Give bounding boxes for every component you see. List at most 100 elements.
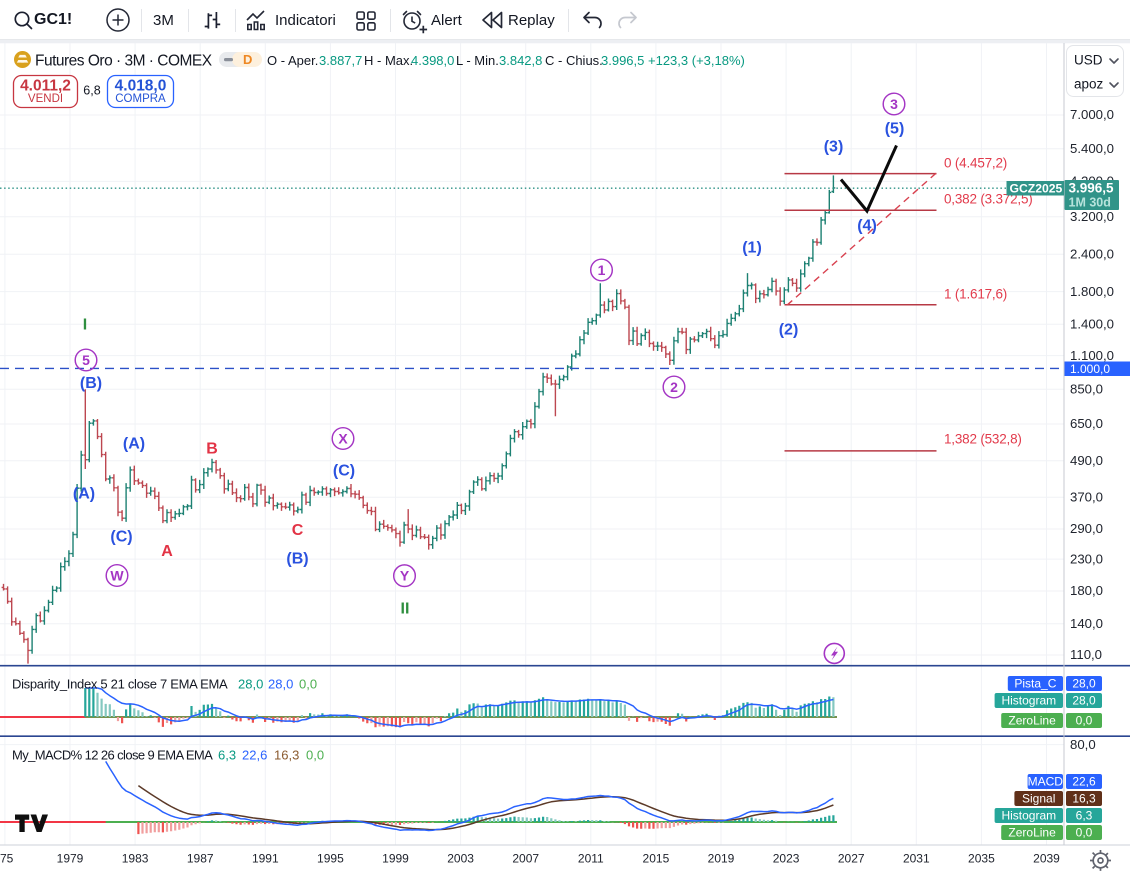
svg-text:Histogram: Histogram — [1001, 809, 1056, 823]
svg-text:5.400,0: 5.400,0 — [1070, 141, 1114, 156]
svg-text:B: B — [206, 441, 218, 458]
svg-text:0 (4.457,2): 0 (4.457,2) — [944, 156, 1007, 171]
svg-text:650,0: 650,0 — [1070, 416, 1103, 431]
svg-text:GCZ2025: GCZ2025 — [1010, 182, 1063, 196]
svg-text:3.996,5: 3.996,5 — [1069, 181, 1115, 196]
svg-text:230,0: 230,0 — [1070, 551, 1103, 566]
svg-text:apoz: apoz — [1074, 77, 1104, 92]
svg-text:1.100,0: 1.100,0 — [1070, 348, 1114, 363]
svg-text:H - Max.: H - Max. — [364, 53, 413, 68]
svg-text:16,3: 16,3 — [274, 748, 299, 763]
svg-text:2015: 2015 — [643, 852, 670, 866]
svg-text:(A): (A) — [123, 436, 145, 453]
svg-text:3.200,0: 3.200,0 — [1070, 209, 1114, 224]
svg-text:2039: 2039 — [1033, 852, 1060, 866]
svg-text:W: W — [110, 568, 124, 584]
svg-text:(B): (B) — [286, 551, 308, 568]
svg-text:3: 3 — [890, 96, 898, 112]
svg-text:1M 30d: 1M 30d — [1069, 196, 1111, 210]
svg-text:2023: 2023 — [773, 852, 800, 866]
svg-text:(1): (1) — [742, 240, 762, 257]
svg-text:28,0: 28,0 — [1072, 694, 1096, 708]
svg-text:2007: 2007 — [512, 852, 539, 866]
svg-text:USD: USD — [1074, 53, 1103, 68]
svg-text:3.842,8: 3.842,8 — [499, 53, 542, 68]
svg-text:110,0: 110,0 — [1070, 647, 1102, 662]
svg-text:X: X — [338, 431, 348, 447]
svg-text:28,0: 28,0 — [238, 677, 263, 692]
svg-text:My_MACD% 12 26 close 9 EMA EMA: My_MACD% 12 26 close 9 EMA EMA — [12, 748, 213, 763]
svg-text:6,8: 6,8 — [83, 84, 100, 98]
svg-text:3.887,7: 3.887,7 — [319, 53, 362, 68]
svg-text:0,0: 0,0 — [306, 748, 324, 763]
svg-text:1995: 1995 — [317, 852, 344, 866]
svg-text:(B): (B) — [80, 375, 102, 392]
svg-text:(C): (C) — [333, 463, 355, 480]
svg-text:I: I — [83, 317, 87, 334]
svg-text:28,0: 28,0 — [1072, 677, 1096, 691]
svg-text:3.996,5: 3.996,5 — [601, 53, 644, 68]
svg-text:(2): (2) — [779, 322, 799, 339]
svg-text:ZeroLine: ZeroLine — [1008, 714, 1056, 728]
svg-text:1999: 1999 — [382, 852, 409, 866]
svg-text:1,382 (532,8): 1,382 (532,8) — [944, 432, 1022, 447]
svg-text:290,0: 290,0 — [1070, 521, 1103, 536]
svg-text:140,0: 140,0 — [1070, 616, 1103, 631]
svg-text:Disparity_Index 5 21 close 7 E: Disparity_Index 5 21 close 7 EMA EMA — [12, 677, 228, 692]
svg-text:0,0: 0,0 — [1076, 826, 1093, 840]
svg-text:(5): (5) — [885, 121, 905, 138]
svg-text:1: 1 — [598, 262, 606, 278]
svg-text:6,3: 6,3 — [1076, 809, 1093, 823]
svg-text:2: 2 — [670, 379, 678, 395]
svg-text:MACD: MACD — [1028, 775, 1064, 789]
svg-text:16,3: 16,3 — [1072, 792, 1096, 806]
svg-text:2011: 2011 — [578, 852, 604, 866]
svg-text:22,6: 22,6 — [1072, 775, 1096, 789]
svg-text:Y: Y — [400, 568, 410, 584]
svg-text:+123,3 (+3,18%): +123,3 (+3,18%) — [648, 53, 745, 68]
svg-text:75: 75 — [0, 852, 14, 866]
svg-text:1.400,0: 1.400,0 — [1070, 317, 1114, 332]
svg-text:4.398,0: 4.398,0 — [411, 53, 454, 68]
svg-text:Futures Oro · 3M · COMEX: Futures Oro · 3M · COMEX — [35, 53, 213, 70]
svg-text:ZeroLine: ZeroLine — [1008, 826, 1056, 840]
svg-text:Pista_C: Pista_C — [1014, 677, 1056, 691]
svg-text:490,0: 490,0 — [1070, 453, 1103, 468]
svg-text:4.011,2: 4.011,2 — [20, 78, 71, 95]
svg-text:(C): (C) — [110, 529, 132, 546]
svg-text:2.400,0: 2.400,0 — [1070, 246, 1114, 261]
svg-text:L - Min.: L - Min. — [456, 53, 499, 68]
svg-text:(4): (4) — [857, 218, 877, 235]
svg-text:7.000,0: 7.000,0 — [1070, 107, 1114, 122]
svg-text:1.800,0: 1.800,0 — [1070, 284, 1114, 299]
svg-text:COMPRA: COMPRA — [115, 93, 166, 105]
svg-text:2003: 2003 — [447, 852, 474, 866]
svg-text:5: 5 — [82, 352, 90, 368]
svg-text:2027: 2027 — [838, 852, 865, 866]
svg-text:6,3: 6,3 — [218, 748, 236, 763]
svg-text:D: D — [243, 52, 252, 67]
svg-text:Histogram: Histogram — [1001, 694, 1056, 708]
svg-text:A: A — [161, 543, 173, 560]
svg-text:0,0: 0,0 — [299, 677, 317, 692]
svg-text:Signal: Signal — [1022, 792, 1055, 806]
svg-text:80,0: 80,0 — [1070, 737, 1096, 752]
svg-text:O - Aper.: O - Aper. — [267, 53, 318, 68]
svg-text:2035: 2035 — [968, 852, 995, 866]
svg-text:4.018,0: 4.018,0 — [115, 78, 167, 95]
svg-text:(3): (3) — [824, 139, 844, 156]
svg-text:1 (1.617,6): 1 (1.617,6) — [944, 287, 1007, 302]
svg-text:2031: 2031 — [903, 852, 930, 866]
svg-text:1.000,0: 1.000,0 — [1070, 362, 1110, 376]
svg-text:1983: 1983 — [122, 852, 149, 866]
svg-text:1987: 1987 — [187, 852, 214, 866]
svg-text:180,0: 180,0 — [1070, 583, 1103, 598]
svg-text:2019: 2019 — [708, 852, 735, 866]
svg-text:1979: 1979 — [57, 852, 84, 866]
svg-text:22,6: 22,6 — [242, 748, 267, 763]
svg-text:0,0: 0,0 — [1076, 714, 1093, 728]
svg-text:370,0: 370,0 — [1070, 490, 1103, 505]
svg-text:VENDI: VENDI — [28, 93, 63, 105]
svg-text:C: C — [292, 522, 304, 539]
svg-text:28,0: 28,0 — [268, 677, 293, 692]
